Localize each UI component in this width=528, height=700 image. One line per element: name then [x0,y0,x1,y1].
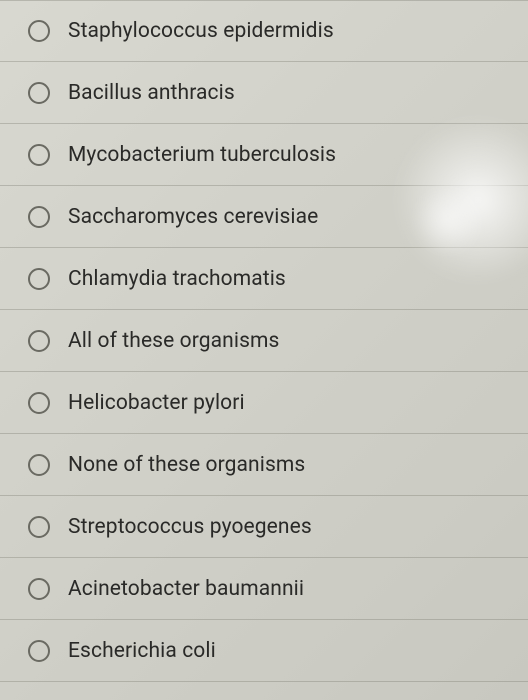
option-label: Acinetobacter baumannii [68,577,304,601]
option-row[interactable]: Saccharomyces cerevisiae [0,186,528,248]
radio-icon[interactable] [28,82,50,104]
option-row[interactable]: Bacillus anthracis [0,62,528,124]
option-row[interactable]: All of these organisms [0,310,528,372]
option-row[interactable]: Streptococcus pyoegenes [0,496,528,558]
option-label: Staphylococcus epidermidis [68,19,334,43]
radio-icon[interactable] [28,20,50,42]
option-row[interactable]: Escherichia coli [0,620,528,682]
option-row[interactable]: Helicobacter pylori [0,372,528,434]
option-label: All of these organisms [68,329,279,353]
radio-icon[interactable] [28,516,50,538]
radio-icon[interactable] [28,144,50,166]
radio-icon[interactable] [28,392,50,414]
option-row[interactable]: Staphylococcus epidermidis [0,0,528,62]
option-row[interactable]: None of these organisms [0,434,528,496]
option-label: None of these organisms [68,453,305,477]
radio-icon[interactable] [28,640,50,662]
radio-icon[interactable] [28,578,50,600]
option-label: Streptococcus pyoegenes [68,515,312,539]
radio-options-list: Staphylococcus epidermidis Bacillus anth… [0,0,528,682]
option-row[interactable]: Acinetobacter baumannii [0,558,528,620]
option-row[interactable]: Chlamydia trachomatis [0,248,528,310]
radio-icon[interactable] [28,454,50,476]
option-label: Chlamydia trachomatis [68,267,286,291]
option-label: Helicobacter pylori [68,391,245,415]
option-label: Bacillus anthracis [68,81,235,105]
radio-icon[interactable] [28,268,50,290]
option-label: Escherichia coli [68,639,216,663]
radio-icon[interactable] [28,206,50,228]
radio-icon[interactable] [28,330,50,352]
option-label: Saccharomyces cerevisiae [68,205,318,229]
option-row[interactable]: Mycobacterium tuberculosis [0,124,528,186]
option-label: Mycobacterium tuberculosis [68,143,336,167]
